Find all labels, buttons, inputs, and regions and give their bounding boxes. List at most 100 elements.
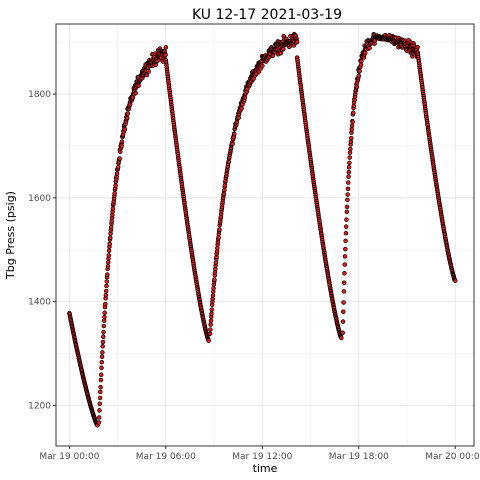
data-point [115,164,121,170]
data-point [354,84,359,90]
x-axis-title: time [253,462,278,475]
data-point [104,283,109,289]
y-tick-label: 1600 [28,194,51,204]
data-point [105,263,111,269]
y-tick-label: 1200 [28,402,51,412]
data-point [347,160,352,166]
data-point [208,327,213,332]
data-point [345,197,350,203]
data-point [294,39,300,45]
data-point [211,286,216,291]
data-point [367,45,372,51]
x-tick-label: Mar 19 18:00 [329,452,389,462]
data-point [101,334,106,340]
x-tick-label: Mar 19 06:00 [136,452,196,462]
data-point [217,227,222,232]
data-point [239,106,244,111]
data-point [343,238,348,244]
data-point [103,292,109,298]
data-point [344,209,350,215]
data-point [97,395,103,401]
data-point [341,289,347,294]
data-point [122,127,128,132]
data-point [99,365,104,371]
data-point [108,235,113,240]
data-point [358,62,364,68]
data-point [348,146,353,152]
x-tick-label: Mar 19 00:00 [39,452,99,462]
y-tick-label: 1800 [28,90,51,100]
data-point [112,191,117,196]
data-point [102,310,107,316]
data-point [117,156,122,161]
data-point [113,183,118,188]
data-point [342,262,348,267]
data-point [119,143,124,148]
data-point [356,73,362,79]
data-point [339,335,344,341]
data-point [357,68,362,74]
data-point [98,384,103,390]
data-point [108,224,114,230]
data-point [209,311,214,317]
data-point [281,46,286,52]
data-point [346,169,352,175]
data-point [344,217,349,222]
data-point [163,45,169,50]
data-point [96,415,102,420]
data-point [133,90,138,96]
data-point [342,254,348,259]
data-point [103,301,108,307]
data-point [415,44,420,50]
data-point [100,344,105,349]
data-point [104,279,110,284]
data-point [452,278,458,283]
data-point [340,319,346,324]
data-point [96,420,102,425]
data-point [230,141,235,147]
data-point [98,389,103,395]
data-point [340,330,345,336]
x-tick-label: Mar 20 00:00 [425,452,480,462]
data-point [260,63,265,69]
data-point [350,119,355,125]
data-points [67,31,458,428]
data-point [100,350,105,355]
data-point [347,150,353,155]
data-point [105,272,110,277]
data-point [100,339,106,345]
data-point [114,171,120,176]
data-point [341,280,347,286]
data-point [146,69,151,74]
data-point [102,314,107,320]
data-point [232,131,237,137]
data-point [106,253,112,258]
data-point [350,110,356,116]
data-point [107,241,112,247]
data-point [208,322,213,327]
data-point [97,401,102,406]
data-point [103,288,109,294]
data-point [343,246,348,252]
data-point [349,127,355,132]
data-point [212,277,217,282]
x-axis: Mar 19 00:00 Mar 19 06:00 Mar 19 12:00 Mar … [39,446,480,462]
data-point [105,260,111,265]
data-point [206,338,211,343]
data-point [342,271,347,276]
data-point [341,309,346,314]
data-point [344,204,350,210]
data-point [346,180,351,185]
data-point [208,318,214,324]
data-point [110,206,116,212]
data-point [209,307,215,312]
data-point [98,377,104,383]
data-point [101,323,107,329]
data-point [144,72,150,78]
data-point [359,58,364,64]
data-point [97,408,102,413]
data-point [343,224,349,229]
data-point [98,372,104,378]
data-point [349,123,355,128]
